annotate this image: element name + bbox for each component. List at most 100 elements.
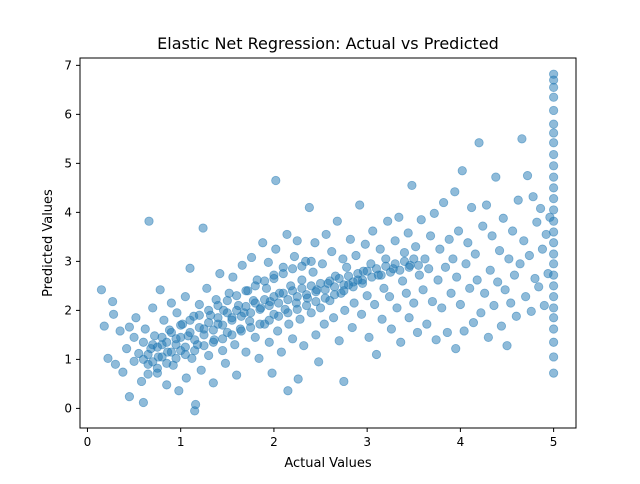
data-point [401,288,411,298]
data-point [264,337,274,347]
data-point [339,376,349,387]
y-tick-label: 0 [64,401,72,415]
data-point [537,244,548,254]
data-point [246,308,256,318]
data-point [442,327,452,338]
data-point [157,352,167,362]
x-tick-label: 1 [177,435,185,449]
data-point [194,299,204,310]
data-point [271,175,281,186]
data-point [198,223,208,233]
data-point [199,330,209,340]
data-point [144,216,154,226]
data-point [320,285,330,295]
data-point [315,278,326,289]
data-point [124,392,135,402]
data-point [375,244,385,254]
data-point [287,334,298,344]
data-point [549,270,559,280]
data-point [148,340,158,350]
data-point [202,283,212,293]
data-point [390,259,400,269]
data-point [166,298,176,308]
data-point [276,347,286,357]
data-point [273,326,283,336]
y-tick-label: 4 [64,205,72,219]
data-point [404,262,414,272]
y-tick-label: 2 [64,303,72,317]
data-point [143,349,153,360]
data-point [208,325,218,335]
data-point [549,259,559,269]
data-point [122,344,132,354]
data-point [329,282,340,292]
data-point [491,172,501,182]
data-point [241,347,251,357]
data-point [194,310,204,320]
data-point [427,296,438,307]
data-point [152,363,162,373]
data-point [278,269,288,279]
data-point [539,300,549,311]
data-point [108,296,118,307]
data-point [289,251,300,262]
data-point [172,308,182,318]
data-point [180,292,190,302]
data-point [342,262,352,272]
data-point [246,252,257,263]
data-point [500,285,510,295]
data-point [96,285,107,295]
data-point [534,282,544,292]
data-point [513,195,523,205]
data-point [148,357,158,367]
data-point [157,332,167,342]
data-point [379,283,389,293]
data-point [530,273,540,284]
data-point [502,341,512,351]
data-point [129,356,139,366]
data-point [526,306,536,316]
data-point [549,227,559,237]
data-point [509,270,520,280]
data-point [176,332,186,342]
data-point [549,138,559,148]
data-point [444,234,454,244]
data-point [450,187,460,197]
data-point [292,236,302,246]
data-point [362,291,372,301]
x-axis-label: Actual Values [284,456,372,471]
y-axis-ticks: 0 1 2 3 4 5 6 7 [64,58,80,415]
data-point [338,254,348,264]
y-tick-label: 5 [64,156,72,170]
data-point [310,238,320,248]
data-point [384,292,395,302]
data-point [250,281,260,291]
data-point [306,308,316,318]
data-point [283,294,293,305]
data-point [99,321,109,331]
x-tick-label: 5 [550,435,558,449]
data-point [317,259,328,269]
data-point [283,386,293,396]
data-point [311,287,321,297]
data-point [466,202,477,213]
data-point [371,349,382,360]
data-point [174,386,184,396]
data-point [237,260,247,270]
data-point [549,313,559,323]
data-point [232,370,242,380]
data-point [297,261,307,271]
data-point [424,264,434,274]
data-point [185,315,195,325]
data-point [446,288,456,298]
data-point [522,171,533,181]
data-point [232,291,242,301]
data-point [507,226,518,236]
data-point [549,149,559,160]
data-point [439,197,449,208]
data-point [149,331,160,341]
data-point [191,399,201,410]
data-point [283,308,293,318]
data-point [511,311,521,321]
data-point [549,194,559,204]
